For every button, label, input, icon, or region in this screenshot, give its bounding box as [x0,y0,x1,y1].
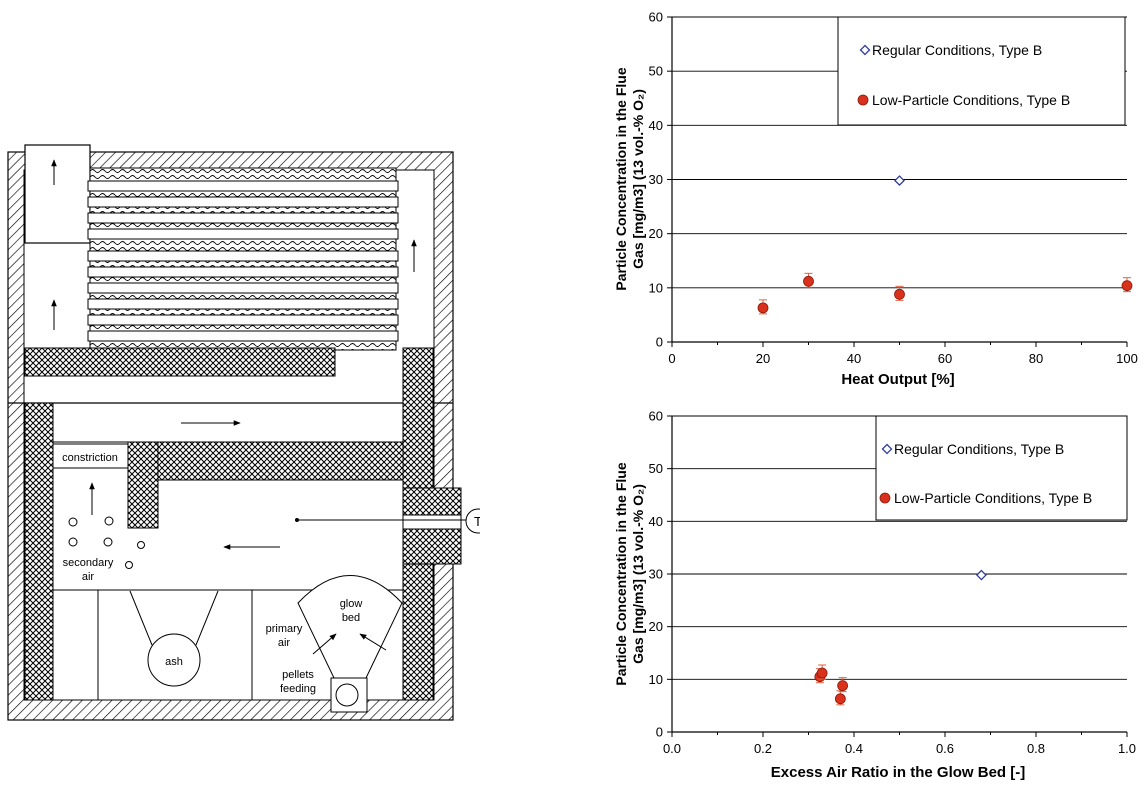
chart2-xtick-label: 0.4 [845,741,863,756]
chart2-point-low-particle [835,694,845,704]
chart2-ylabel-line1: Particle Concentration in the Flue [613,462,629,685]
chart2-xtick-label: 0.6 [936,741,954,756]
chart2-ytick-label: 10 [649,672,663,687]
chart2-legend-marker-low-particle [880,493,890,503]
chart2-xtick-label: 1.0 [1118,741,1136,756]
chart2-xlabel: Excess Air Ratio in the Glow Bed [-] [771,764,1026,781]
chart2-legend: Regular Conditions, Type B Low-Particle … [876,416,1127,520]
chart2-ytick-label: 0 [656,725,663,740]
chart2-ytick-label: 30 [649,567,663,582]
chart2-ytick-label: 40 [649,514,663,529]
chart2-point-regular [977,571,986,580]
chart2-point-low-particle [838,681,848,691]
chart2-xtick-label: 0.8 [1027,741,1045,756]
chart2-ytick-label: 20 [649,619,663,634]
chart2-legend-label-regular: Regular Conditions, Type B [894,441,1064,457]
chart2-ytick-label: 60 [649,409,663,424]
chart2-legend-label-low-particle: Low-Particle Conditions, Type B [894,490,1092,506]
chart2-xtick-label: 0.2 [754,741,772,756]
chart2-ytick-label: 50 [649,461,663,476]
chart2-xtick-label: 0.0 [663,741,681,756]
chart2-ylabel-line2: Gas [mg/m3] (13 vol.-% O₂) [630,484,646,664]
chart2-point-low-particle [817,668,827,678]
chart2-marks [815,571,986,705]
